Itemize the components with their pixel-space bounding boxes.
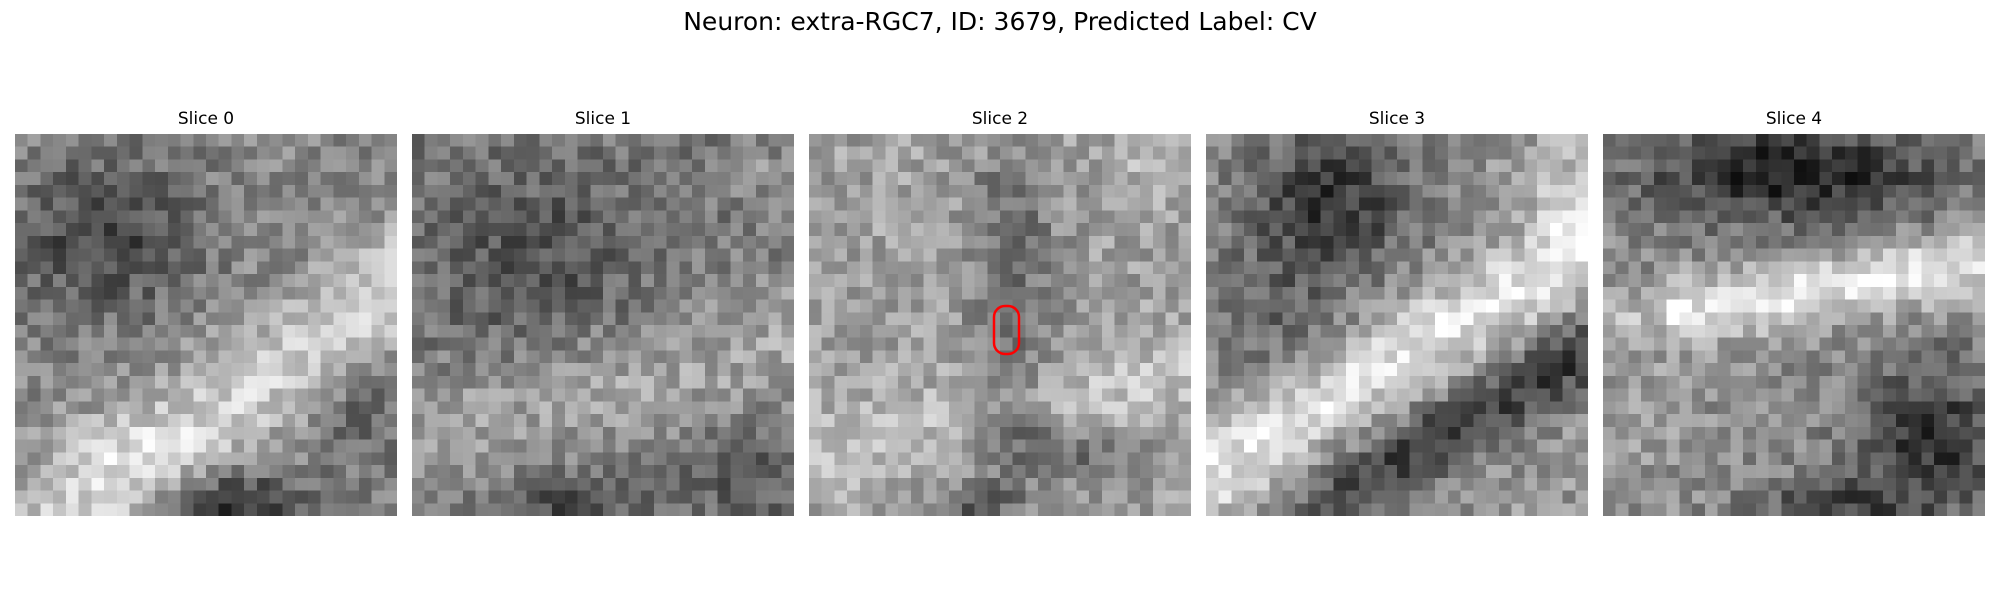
slice-image	[1206, 134, 1588, 516]
slice-panel-0: Slice 0	[15, 108, 397, 516]
slice-panel-3: Slice 3	[1206, 108, 1588, 516]
slice-image	[1603, 134, 1985, 516]
slice-title: Slice 0	[177, 109, 235, 129]
slice-title: Slice 1	[574, 109, 632, 129]
slice-title: Slice 2	[971, 109, 1029, 129]
figure-title: Neuron: extra-RGC7, ID: 3679, Predicted …	[683, 7, 1317, 36]
slice-image	[412, 134, 794, 516]
slice-image	[809, 134, 1191, 516]
slice-panel-4: Slice 4	[1603, 108, 1985, 516]
slice-title: Slice 4	[1765, 109, 1823, 129]
slice-panel-1: Slice 1	[412, 108, 794, 516]
slice-panel-2: Slice 2	[809, 108, 1191, 516]
slice-image	[15, 134, 397, 516]
slice-title: Slice 3	[1368, 109, 1426, 129]
